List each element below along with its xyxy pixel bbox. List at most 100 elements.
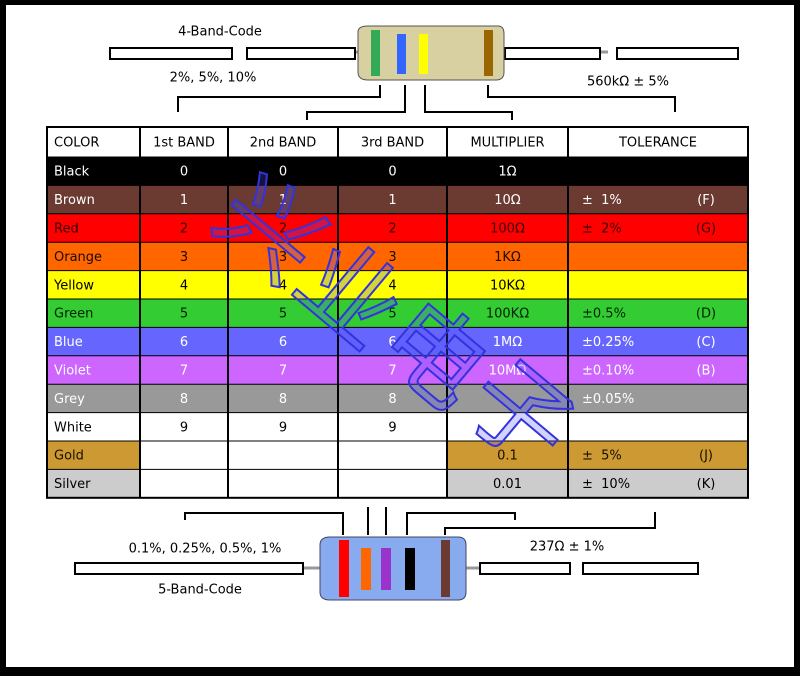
cell (228, 469, 338, 498)
cell-text: 10MΩ (489, 364, 527, 379)
cell (447, 355, 568, 385)
column-header: 1st BAND (153, 136, 215, 151)
cell-text: ± 1% (582, 193, 622, 208)
cell (47, 412, 140, 441)
cell (447, 384, 568, 413)
color-name: Violet (54, 364, 91, 379)
cell (568, 213, 748, 243)
cell-text: ±0.25% (582, 335, 634, 350)
cell (338, 213, 447, 243)
cell (228, 327, 338, 356)
cell (447, 270, 568, 299)
cell (228, 384, 338, 413)
cell-text: (F) (697, 193, 715, 208)
cell-text: 0.01 (493, 477, 522, 492)
cell-text: 5 (180, 307, 188, 322)
cell-text: 100Ω (490, 222, 525, 237)
cell (338, 185, 447, 214)
cell (338, 384, 447, 413)
cell (140, 412, 228, 441)
cell-text: 7 (279, 364, 287, 379)
cell (228, 242, 338, 271)
cell (568, 185, 748, 214)
cell (338, 355, 447, 385)
cell-text: 3 (180, 250, 188, 265)
cell (568, 355, 748, 385)
cell-text: (C) (696, 335, 715, 350)
cell-text: 2 (279, 222, 287, 237)
cell-text: 7 (388, 364, 396, 379)
cell-text: ± 5% (582, 449, 622, 464)
cell (568, 270, 748, 299)
five-band-resistor (74, 507, 699, 601)
cell (568, 384, 748, 413)
cell (47, 185, 140, 214)
cell-text: ±0.5% (582, 307, 626, 322)
cell-text: 2 (180, 222, 188, 237)
cell (140, 299, 228, 328)
cell (568, 441, 748, 470)
column-header: TOLERANCE (618, 136, 697, 151)
cell (228, 213, 338, 243)
cell (47, 384, 140, 413)
cell-text: 0.1 (497, 449, 518, 464)
cell-text: (K) (697, 477, 716, 492)
cell (568, 299, 748, 328)
column-header: COLOR (54, 136, 99, 151)
cell (447, 157, 568, 186)
cell-text: 10KΩ (490, 278, 525, 293)
cell-text: 3 (388, 250, 396, 265)
cell (47, 213, 140, 243)
cell-text: 10Ω (494, 193, 521, 208)
cell (338, 469, 447, 498)
five-band-title: 5-Band-Code (158, 583, 242, 598)
color-name: Red (54, 222, 79, 237)
cell-text: 9 (388, 420, 396, 435)
column-header: 2nd BAND (250, 136, 316, 151)
cell-text: (D) (696, 307, 716, 322)
cell (47, 441, 140, 470)
table-border (46, 126, 749, 499)
cell (338, 327, 447, 356)
cell (568, 242, 748, 271)
cell (228, 270, 338, 299)
color-name: Orange (54, 250, 102, 265)
cell-text: 0 (279, 165, 287, 180)
cell (228, 441, 338, 470)
cell (338, 412, 447, 441)
cell (140, 213, 228, 243)
cell-text: 1KΩ (494, 250, 521, 265)
cell (140, 384, 228, 413)
four-band-resistor (109, 25, 739, 120)
cell (447, 441, 568, 470)
cell (140, 185, 228, 214)
cell (228, 412, 338, 441)
cell (228, 299, 338, 328)
cell-text: 1 (180, 193, 188, 208)
cell-text: 1 (279, 193, 287, 208)
cell (47, 242, 140, 271)
cell (140, 327, 228, 356)
cell (228, 185, 338, 214)
cell (568, 469, 748, 498)
cell (47, 299, 140, 328)
cell (140, 157, 228, 186)
cell (338, 157, 447, 186)
color-name: Green (54, 307, 93, 322)
cell-text: 6 (388, 335, 396, 350)
cell-text: 8 (279, 392, 287, 407)
four-band-title: 4-Band-Code (178, 25, 262, 40)
cell-text: 5 (279, 307, 287, 322)
cell (47, 327, 140, 356)
cell-text: 4 (279, 278, 287, 293)
five-band-tolerance: 0.1%, 0.25%, 0.5%, 1% (129, 542, 282, 557)
color-name: White (54, 420, 92, 435)
cell-text: 7 (180, 364, 188, 379)
cell-text: 1 (388, 193, 396, 208)
cell (447, 469, 568, 498)
cell (228, 157, 338, 186)
cell (140, 469, 228, 498)
column-header: 3rd BAND (361, 136, 424, 151)
five-band-value: 237Ω ± 1% (530, 540, 605, 555)
cell-text: 2 (388, 222, 396, 237)
